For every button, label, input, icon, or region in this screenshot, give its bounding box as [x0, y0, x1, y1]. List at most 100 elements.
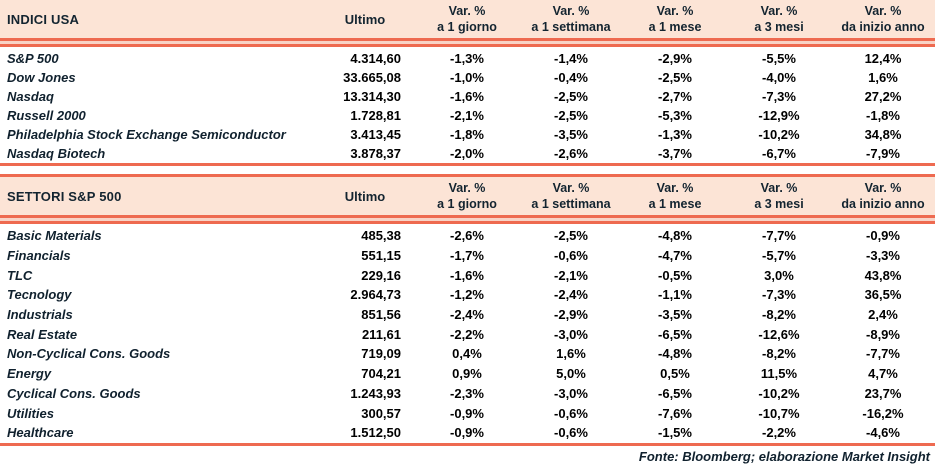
var-label: Var. % — [864, 181, 902, 195]
var-value-cell: 0,5% — [660, 366, 690, 382]
row-name-cell: Cyclical Cons. Goods — [7, 385, 141, 401]
var-label: Var. % — [864, 4, 902, 18]
var-value-cell: -3,0% — [554, 385, 588, 401]
row-name-cell: S&P 500 — [7, 51, 59, 66]
var-value-cell: -5,3% — [658, 108, 692, 123]
var-value-cell: -3,0% — [554, 326, 588, 342]
var-value-cell: -2,6% — [554, 146, 588, 161]
var-value-cell: -5,7% — [762, 248, 796, 264]
double-rule — [0, 38, 935, 47]
var-value-cell: -3,3% — [866, 248, 900, 264]
ultimo-value-cell: 485,38 — [361, 228, 401, 244]
table-title: SETTORI S&P 500 — [7, 188, 122, 204]
var-value-cell: -1,2% — [450, 287, 484, 303]
var-sublabel: a 3 mesi — [754, 20, 804, 34]
var-value-cell: -4,8% — [658, 228, 692, 244]
var-value-cell: -0,4% — [554, 70, 588, 85]
var-value-cell: 0,9% — [452, 366, 482, 382]
table-row: Energy 704,21 0,9% 5,0% 0,5% 11,5% 4,7% — [0, 364, 935, 384]
row-name-cell: Russell 2000 — [7, 108, 86, 123]
ultimo-value-cell: 3.878,37 — [350, 146, 401, 161]
ultimo-value-cell: 1.728,81 — [350, 108, 401, 123]
var-value-cell: -1,6% — [450, 89, 484, 104]
var-sublabel: a 1 mese — [648, 20, 702, 34]
var-value-cell: 5,0% — [556, 366, 586, 382]
var-value-cell: -1,8% — [866, 108, 900, 123]
var-value-cell: 43,8% — [864, 267, 902, 283]
var-value-cell: -4,6% — [866, 425, 900, 441]
var-label: Var. % — [656, 181, 694, 195]
var-value-cell: -1,3% — [450, 51, 484, 66]
var-value-cell: -3,5% — [658, 307, 692, 323]
var-value-cell: -2,2% — [450, 326, 484, 342]
row-name-cell: Basic Materials — [7, 228, 102, 244]
column-header-var-1-mese: Var. % a 1 mese — [623, 180, 727, 212]
ultimo-value-cell: 704,21 — [361, 366, 401, 382]
var-value-cell: -2,5% — [554, 228, 588, 244]
ultimo-value-cell: 551,15 — [361, 248, 401, 264]
table-header: SETTORI S&P 500 Ultimo Var. % a 1 giorno… — [0, 177, 935, 215]
table-row: Dow Jones 33.665,08 -1,0% -0,4% -2,5% -4,0% 1,… — [0, 68, 935, 87]
table-row: Healthcare 1.512,50 -0,9% -0,6% -1,5% -2,2% -4… — [0, 423, 935, 443]
table-row: Cyclical Cons. Goods 1.243,93 -2,3% -3,0% -6… — [0, 384, 935, 404]
var-sublabel: da inizio anno — [841, 197, 925, 211]
var-value-cell: -2,5% — [554, 108, 588, 123]
var-value-cell: -1,5% — [658, 425, 692, 441]
row-name-cell: Industrials — [7, 307, 73, 323]
ultimo-value-cell: 33.665,08 — [343, 70, 401, 85]
var-sublabel: da inizio anno — [841, 20, 925, 34]
table-row: Tecnology 2.964,73 -1,2% -2,4% -1,1% -7,3% 36,… — [0, 285, 935, 305]
row-name-cell: Utilities — [7, 405, 54, 421]
row-name-cell: Non-Cyclical Cons. Goods — [7, 346, 171, 362]
var-value-cell: -2,5% — [554, 89, 588, 104]
row-name-cell: Energy — [7, 366, 52, 382]
var-value-cell: -6,7% — [762, 146, 796, 161]
table-title: INDICI USA — [7, 11, 80, 27]
var-sublabel: a 3 mesi — [754, 197, 804, 211]
var-value-cell: -7,7% — [866, 346, 900, 362]
var-value-cell: -5,5% — [762, 51, 796, 66]
table-settori-sp500: SETTORI S&P 500 Ultimo Var. % a 1 giorno… — [0, 174, 935, 446]
var-value-cell: -1,7% — [450, 248, 484, 264]
column-header-var-1-mese: Var. % a 1 mese — [623, 3, 727, 35]
var-value-cell: -7,6% — [658, 405, 692, 421]
ultimo-value-cell: 4.314,60 — [350, 51, 401, 66]
var-value-cell: -16,2% — [862, 405, 904, 421]
table-row: Nasdaq 13.314,30 -1,6% -2,5% -2,7% -7,3% 27,2% — [0, 87, 935, 106]
var-label: Var. % — [760, 4, 798, 18]
var-sublabel: a 1 giorno — [437, 20, 497, 34]
var-value-cell: 36,5% — [864, 287, 902, 303]
table-row: Nasdaq Biotech 3.878,37 -2,0% -2,6% -3,7% -6,… — [0, 144, 935, 163]
table-row: TLC 229,16 -1,6% -2,1% -0,5% 3,0% 43,8% — [0, 265, 935, 285]
ultimo-value-cell: 13.314,30 — [343, 89, 401, 104]
column-header-var-1-settimana: Var. % a 1 settimana — [519, 3, 623, 35]
var-value-cell: -7,3% — [762, 287, 796, 303]
var-value-cell: 2,4% — [868, 307, 898, 323]
column-header-var-inizio-anno: Var. % da inizio anno — [831, 3, 935, 35]
ultimo-value-cell: 851,56 — [361, 307, 401, 323]
ultimo-value-cell: 300,57 — [361, 405, 401, 421]
table-body: Basic Materials 485,38 -2,6% -2,5% -4,8% -7,7… — [0, 224, 935, 443]
var-value-cell: -2,3% — [450, 385, 484, 401]
table-indici-usa: INDICI USA Ultimo Var. % a 1 giorno Var.… — [0, 0, 935, 166]
var-value-cell: -0,6% — [554, 405, 588, 421]
column-header-var-3-mesi: Var. % a 3 mesi — [727, 3, 831, 35]
var-value-cell: 3,0% — [764, 267, 794, 283]
var-value-cell: -0,6% — [554, 248, 588, 264]
ultimo-value-cell: 2.964,73 — [350, 287, 401, 303]
column-header-ultimo: Ultimo — [344, 11, 386, 27]
row-name-cell: TLC — [7, 267, 33, 283]
var-value-cell: -2,0% — [450, 146, 484, 161]
var-sublabel: a 1 settimana — [531, 197, 611, 211]
row-name-cell: Philadelphia Stock Exchange Semiconducto… — [7, 127, 286, 142]
var-value-cell: -2,1% — [450, 108, 484, 123]
var-value-cell: -0,9% — [450, 405, 484, 421]
var-value-cell: -10,2% — [758, 127, 800, 142]
table-row: S&P 500 4.314,60 -1,3% -1,4% -2,9% -5,5% 12,4% — [0, 49, 935, 68]
table-body: S&P 500 4.314,60 -1,3% -1,4% -2,9% -5,5% 12,4%… — [0, 47, 935, 163]
ultimo-value-cell: 1.512,50 — [350, 425, 401, 441]
var-value-cell: -4,0% — [762, 70, 796, 85]
column-header-var-inizio-anno: Var. % da inizio anno — [831, 180, 935, 212]
var-value-cell: -2,1% — [554, 267, 588, 283]
table-row: Non-Cyclical Cons. Goods 719,09 0,4% 1,6% -4… — [0, 344, 935, 364]
